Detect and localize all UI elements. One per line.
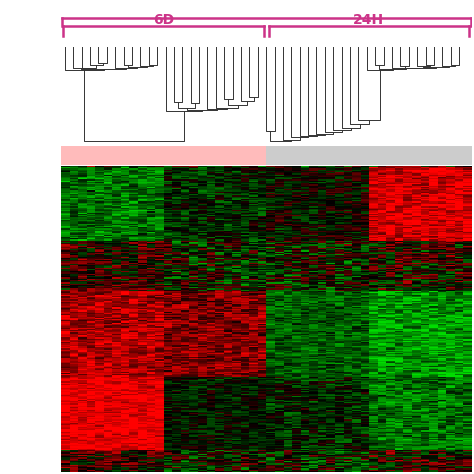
Bar bbox=[172, 146, 181, 165]
Bar bbox=[377, 146, 386, 165]
Bar bbox=[240, 146, 249, 165]
Bar bbox=[95, 146, 103, 165]
Bar bbox=[155, 146, 164, 165]
Bar bbox=[292, 146, 301, 165]
Bar bbox=[138, 146, 146, 165]
Bar bbox=[198, 146, 206, 165]
Bar bbox=[86, 146, 95, 165]
Bar bbox=[189, 146, 198, 165]
Bar bbox=[129, 146, 138, 165]
Bar bbox=[394, 146, 403, 165]
Bar bbox=[103, 146, 112, 165]
Bar bbox=[61, 146, 69, 165]
Bar bbox=[206, 146, 215, 165]
Bar bbox=[275, 146, 283, 165]
Bar bbox=[78, 146, 86, 165]
Bar bbox=[164, 146, 172, 165]
Bar bbox=[463, 146, 472, 165]
Bar bbox=[369, 146, 377, 165]
Bar bbox=[352, 146, 360, 165]
Bar bbox=[266, 146, 275, 165]
Bar bbox=[455, 146, 463, 165]
Bar bbox=[360, 146, 369, 165]
Bar bbox=[232, 146, 240, 165]
Bar bbox=[121, 146, 129, 165]
Bar bbox=[343, 146, 352, 165]
Bar bbox=[412, 146, 420, 165]
Text: 6D: 6D bbox=[153, 13, 174, 27]
Bar bbox=[181, 146, 189, 165]
Bar bbox=[438, 146, 446, 165]
Bar bbox=[429, 146, 438, 165]
Bar bbox=[386, 146, 394, 165]
Bar bbox=[309, 146, 318, 165]
Bar bbox=[318, 146, 326, 165]
Bar bbox=[112, 146, 121, 165]
Bar bbox=[326, 146, 335, 165]
Bar bbox=[249, 146, 258, 165]
Bar bbox=[258, 146, 266, 165]
Bar bbox=[215, 146, 223, 165]
Bar bbox=[301, 146, 309, 165]
Bar bbox=[283, 146, 292, 165]
Bar bbox=[69, 146, 78, 165]
Text: 24H: 24H bbox=[353, 13, 384, 27]
Bar bbox=[403, 146, 412, 165]
Bar bbox=[420, 146, 429, 165]
Bar bbox=[223, 146, 232, 165]
Bar bbox=[146, 146, 155, 165]
Bar bbox=[335, 146, 343, 165]
Bar bbox=[446, 146, 455, 165]
